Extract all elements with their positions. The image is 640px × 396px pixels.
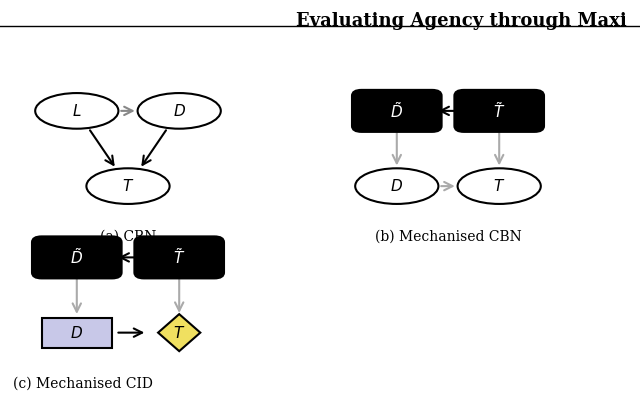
- Text: (c) Mechanised CID: (c) Mechanised CID: [13, 376, 153, 390]
- Text: Evaluating Agency through Maxi: Evaluating Agency through Maxi: [296, 12, 627, 30]
- Text: $T$: $T$: [173, 325, 186, 341]
- Text: $D$: $D$: [70, 325, 83, 341]
- FancyBboxPatch shape: [352, 90, 442, 132]
- Polygon shape: [158, 314, 200, 351]
- Text: $L$: $L$: [72, 103, 81, 119]
- Ellipse shape: [35, 93, 118, 129]
- Text: $D$: $D$: [390, 178, 403, 194]
- Text: $\tilde{D}$: $\tilde{D}$: [70, 248, 83, 267]
- Text: $T$: $T$: [493, 178, 506, 194]
- Text: $D$: $D$: [173, 103, 186, 119]
- FancyBboxPatch shape: [134, 236, 224, 278]
- Text: $T$: $T$: [122, 178, 134, 194]
- FancyBboxPatch shape: [32, 236, 122, 278]
- FancyBboxPatch shape: [454, 90, 544, 132]
- Ellipse shape: [458, 168, 541, 204]
- Text: (b) Mechanised CBN: (b) Mechanised CBN: [374, 230, 522, 244]
- Text: $\tilde{T}$: $\tilde{T}$: [173, 248, 186, 267]
- Text: (a) CBN: (a) CBN: [100, 230, 156, 244]
- Ellipse shape: [138, 93, 221, 129]
- Ellipse shape: [355, 168, 438, 204]
- Text: $\tilde{D}$: $\tilde{D}$: [390, 101, 403, 121]
- Text: $\tilde{T}$: $\tilde{T}$: [493, 101, 506, 121]
- Ellipse shape: [86, 168, 170, 204]
- FancyBboxPatch shape: [42, 318, 112, 348]
